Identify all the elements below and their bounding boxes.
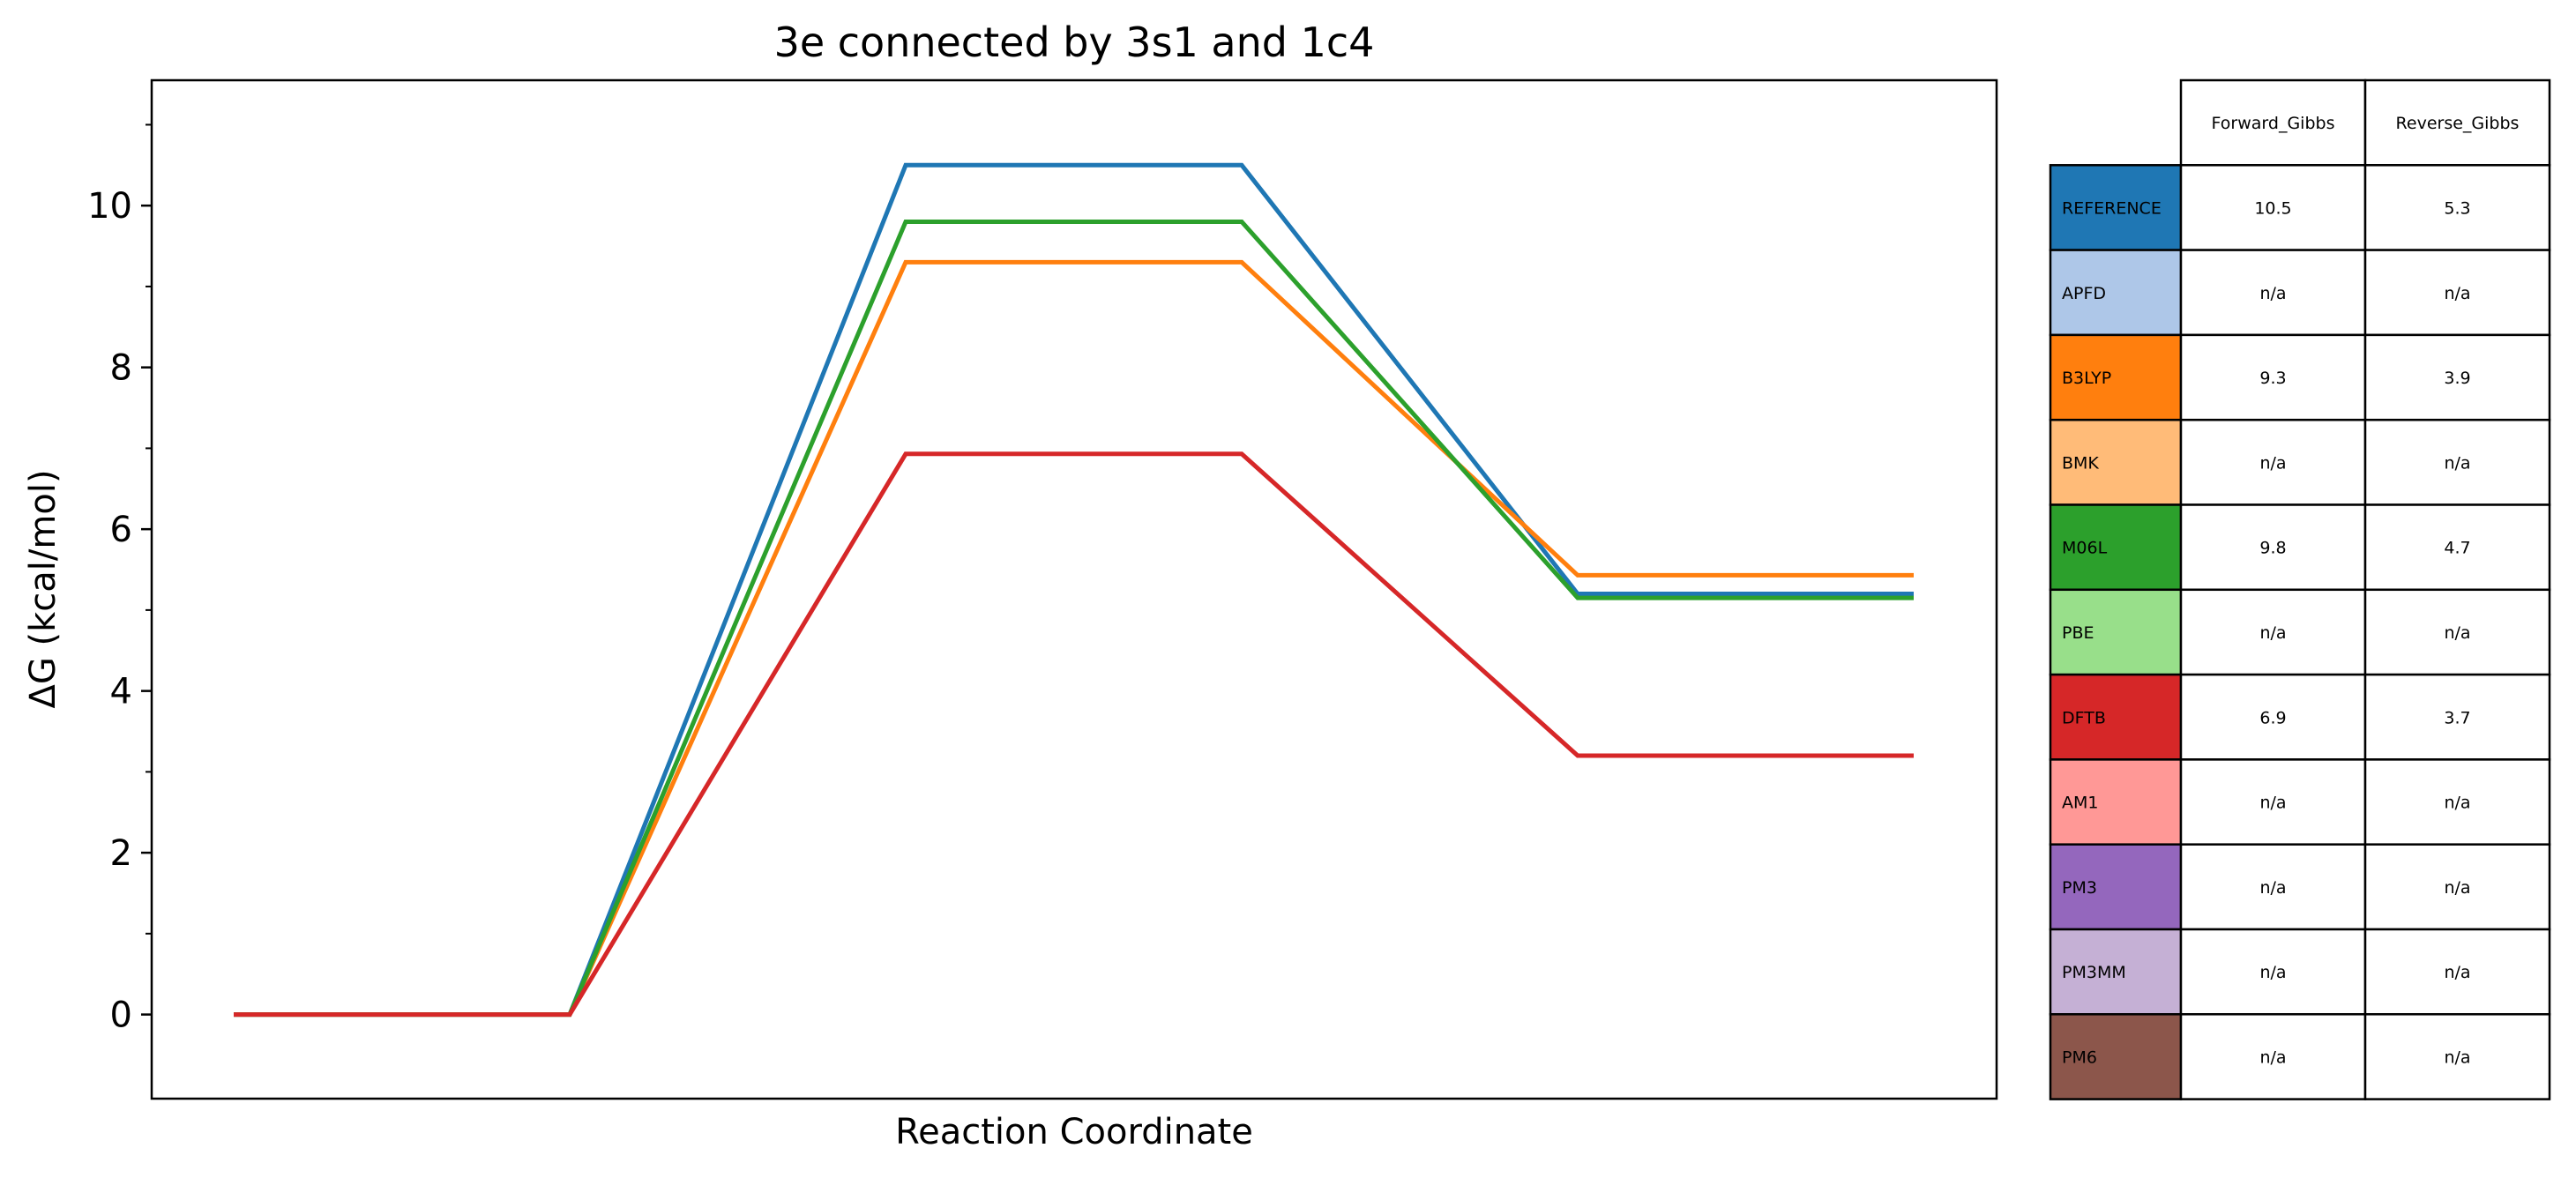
table-row-label: PM3MM — [2062, 963, 2126, 982]
table-cell-value: n/a — [2444, 623, 2470, 643]
table-cell-value: n/a — [2259, 794, 2286, 813]
table-row-label: BMK — [2062, 453, 2099, 473]
table-row-label: PBE — [2062, 623, 2094, 643]
table-header-cell — [2363, 78, 2551, 167]
series-line-reference — [234, 162, 1914, 1018]
table-cell-value: 5.3 — [2444, 198, 2470, 218]
series-line-b3lyp — [234, 259, 1914, 1018]
table-cell-value: 4.7 — [2444, 539, 2470, 558]
y-tick-label: 8 — [110, 348, 132, 389]
table-row-label: B3LYP — [2062, 369, 2111, 388]
y-tick-label: 6 — [110, 510, 132, 550]
table-cell-value: n/a — [2444, 1048, 2470, 1067]
y-tick-label: 0 — [110, 995, 132, 1036]
table-cell — [2179, 673, 2367, 761]
table-cell — [2363, 503, 2551, 592]
table-row-label: REFERENCE — [2062, 198, 2162, 218]
table-row-label: AM1 — [2062, 794, 2098, 813]
table-cell-value: 9.3 — [2259, 369, 2286, 388]
table-cell — [2363, 928, 2551, 1016]
y-tick-label: 2 — [110, 833, 132, 874]
x-axis-label: Reaction Coordinate — [895, 1112, 1253, 1152]
y-axis-label: ΔG (kcal/mol) — [23, 469, 63, 708]
table-cell-value: n/a — [2259, 453, 2286, 473]
table-cell-value: n/a — [2444, 284, 2470, 303]
table-cell — [2363, 249, 2551, 337]
table-cell-value: 9.8 — [2259, 539, 2286, 558]
table-cell — [2363, 333, 2551, 421]
table-row-label-cell — [2049, 758, 2183, 846]
table-header-label: Reverse_Gibbs — [2396, 114, 2520, 133]
table-cell — [2179, 333, 2367, 421]
y-tick-label: 10 — [87, 186, 132, 227]
plot-area-frame — [150, 78, 1998, 1100]
table-cell — [2363, 588, 2551, 676]
table-header-cell — [2179, 78, 2367, 167]
table-cell-value: n/a — [2259, 1048, 2286, 1067]
table-cell-value: 10.5 — [2254, 198, 2291, 218]
table-cell — [2363, 758, 2551, 846]
table-cell-value: 3.9 — [2444, 369, 2470, 388]
table-row-label: M06L — [2062, 539, 2108, 558]
y-tick-label: 4 — [110, 672, 132, 712]
table-cell-value: n/a — [2259, 963, 2286, 982]
table-row-label-cell — [2049, 1013, 2183, 1100]
table-cell-value: n/a — [2259, 623, 2286, 643]
table-cell-value: n/a — [2444, 878, 2470, 898]
table-cell — [2179, 164, 2367, 251]
table-row-label: APFD — [2062, 284, 2106, 303]
table-row-label-cell — [2049, 333, 2183, 421]
table-row-label: DFTB — [2062, 708, 2106, 727]
table-cell-value: n/a — [2259, 878, 2286, 898]
data-table: Forward_Gibbs Reverse_Gibbs REFERENCE 10.5 5… — [2049, 78, 2551, 1100]
series-line-m06l — [234, 220, 1914, 1018]
y-axis: 0 2 4 6 8 10 — [87, 123, 152, 1036]
table-row-label-cell — [2049, 843, 2183, 931]
table-cell-value: 6.9 — [2259, 708, 2286, 727]
table-cell-value: 3.7 — [2444, 708, 2470, 727]
table-cell-value: n/a — [2444, 963, 2470, 982]
table-cell-value: n/a — [2444, 453, 2470, 473]
table-cell — [2363, 1013, 2551, 1100]
table-row-label: PM6 — [2062, 1048, 2097, 1067]
table-header-label: Forward_Gibbs — [2212, 114, 2335, 133]
table-cell — [2179, 249, 2367, 337]
series-line-dftb — [234, 451, 1914, 1018]
table-cell — [2179, 503, 2367, 592]
table-cell-value: n/a — [2444, 794, 2470, 813]
table-cell — [2363, 673, 2551, 761]
chart-title: 3e connected by 3s1 and 1c4 — [774, 19, 1375, 66]
table-row-label: PM3 — [2062, 878, 2097, 898]
series-layer — [234, 162, 1914, 1018]
table-cell-value: n/a — [2259, 284, 2286, 303]
table-row-label-cell — [2049, 588, 2183, 676]
